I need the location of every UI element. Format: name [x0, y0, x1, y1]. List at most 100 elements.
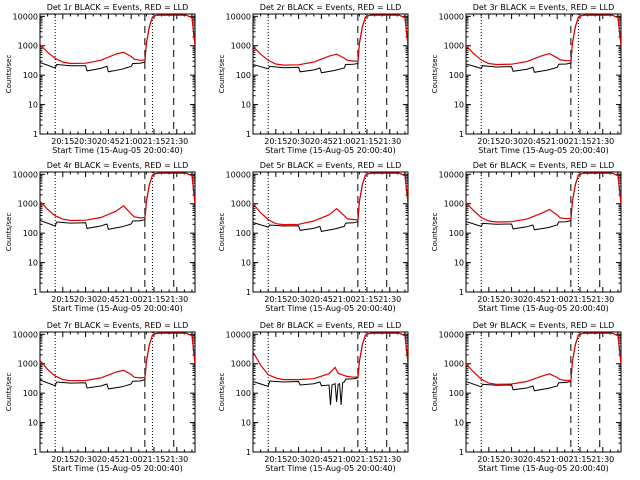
y-axis-label: Counts/sec: [218, 55, 226, 94]
x-tick-label: 21:30: [591, 137, 614, 146]
x-tick-label: 20:45: [310, 137, 333, 146]
plot-frame: [39, 13, 196, 135]
x-tick-label: 21:30: [591, 455, 614, 464]
panel-title: Det 2r BLACK = Events, RED = LLD: [260, 3, 402, 12]
y-tick-label: 1: [246, 130, 251, 139]
lld-series-line: [253, 14, 408, 66]
y-tick-label: 10000: [13, 330, 38, 339]
y-tick-label: 1000: [231, 42, 251, 51]
x-tick-label: 21:00: [546, 137, 569, 146]
y-tick-label: 10000: [226, 170, 251, 179]
y-tick-label: 1000: [444, 200, 464, 209]
x-tick-label: 20:45: [310, 295, 333, 304]
plot-frame: [252, 171, 409, 293]
x-tick-label: 21:15: [142, 455, 165, 464]
y-axis-label: Counts/sec: [431, 373, 439, 412]
y-tick-label: 1: [459, 288, 464, 297]
x-tick-label: 21:30: [591, 295, 614, 304]
x-tick-label: 21:00: [120, 295, 143, 304]
y-axis-label: Counts/sec: [431, 55, 439, 94]
x-tick-label: 21:00: [120, 137, 143, 146]
x-tick-label: 21:15: [568, 455, 591, 464]
x-tick-label: 20:30: [500, 455, 523, 464]
plot-frame: [39, 171, 196, 293]
det-7r-panel: Det 7r BLACK = Events, RED = LLD 1 10 100 10…: [5, 321, 196, 473]
y-tick-label: 10000: [439, 12, 464, 21]
panel-title: Det 1r BLACK = Events, RED = LLD: [47, 3, 189, 12]
lld-series-line: [466, 14, 621, 66]
panel-title: Det 5r BLACK = Events, RED = LLD: [260, 161, 402, 170]
y-tick-label: 10: [241, 419, 251, 428]
x-axis-label: Start Time (15-Aug-05 20:00:40): [478, 146, 609, 155]
plot-frame: [252, 13, 409, 135]
x-axis-label: Start Time (15-Aug-05 20:00:40): [52, 146, 183, 155]
x-tick-label: 21:30: [378, 455, 401, 464]
y-tick-label: 1: [459, 448, 464, 457]
x-tick-label: 20:15: [477, 455, 500, 464]
x-tick-label: 20:30: [287, 295, 310, 304]
y-tick-label: 1: [246, 288, 251, 297]
x-tick-label: 20:30: [500, 295, 523, 304]
x-tick-label: 20:45: [310, 455, 333, 464]
det-4r-panel: Det 4r BLACK = Events, RED = LLD 1 10 100 10…: [5, 161, 196, 313]
x-tick-label: 21:30: [378, 295, 401, 304]
y-tick-label: 100: [449, 229, 464, 238]
det-8r-panel: Det 8r BLACK = Events, RED = LLD 1 10 100 10…: [218, 321, 409, 473]
panel-title: Det 7r BLACK = Events, RED = LLD: [47, 321, 189, 330]
y-axis-label: Counts/sec: [218, 373, 226, 412]
x-tick-label: 21:30: [165, 295, 188, 304]
x-tick-label: 21:00: [546, 295, 569, 304]
y-tick-label: 10: [241, 101, 251, 110]
y-tick-label: 10: [454, 259, 464, 268]
panel-title: Det 9r BLACK = Events, RED = LLD: [473, 321, 615, 330]
lld-series-line: [40, 172, 195, 222]
x-axis-label: Start Time (15-Aug-05 20:00:40): [478, 464, 609, 473]
x-tick-label: 20:15: [264, 295, 287, 304]
x-tick-label: 20:30: [287, 455, 310, 464]
panel-title: Det 8r BLACK = Events, RED = LLD: [260, 321, 402, 330]
x-tick-label: 21:00: [333, 455, 356, 464]
x-tick-label: 20:15: [51, 295, 74, 304]
x-tick-label: 20:30: [500, 137, 523, 146]
y-tick-label: 10: [241, 259, 251, 268]
x-tick-label: 21:00: [333, 295, 356, 304]
y-tick-label: 10000: [13, 12, 38, 21]
det-1r-panel: Det 1r BLACK = Events, RED = LLD 1 10 100 10…: [5, 3, 196, 155]
y-tick-label: 10: [28, 101, 38, 110]
x-tick-label: 21:00: [546, 455, 569, 464]
y-tick-label: 100: [449, 71, 464, 80]
x-tick-label: 20:15: [477, 295, 500, 304]
y-tick-label: 10: [454, 101, 464, 110]
det-5r-panel: Det 5r BLACK = Events, RED = LLD 1 10 100 10…: [218, 161, 409, 313]
x-tick-label: 20:45: [523, 137, 546, 146]
x-tick-label: 20:15: [264, 137, 287, 146]
x-tick-label: 20:15: [477, 137, 500, 146]
lld-series-line: [40, 332, 195, 382]
y-tick-label: 10: [28, 259, 38, 268]
y-tick-label: 100: [236, 229, 251, 238]
y-tick-label: 1: [33, 448, 38, 457]
x-tick-label: 20:15: [51, 137, 74, 146]
x-tick-label: 20:15: [51, 455, 74, 464]
x-tick-label: 21:30: [165, 455, 188, 464]
det-9r-panel: Det 9r BLACK = Events, RED = LLD 1 10 100 10…: [431, 321, 622, 473]
det-2r-panel: Det 2r BLACK = Events, RED = LLD 1 10 100 10…: [218, 3, 409, 155]
y-tick-label: 1000: [231, 200, 251, 209]
x-tick-label: 21:00: [333, 137, 356, 146]
x-tick-label: 20:45: [97, 137, 120, 146]
plot-frame: [465, 13, 622, 135]
y-tick-label: 1: [246, 448, 251, 457]
plot-frame: [465, 331, 622, 453]
det-3r-panel: Det 3r BLACK = Events, RED = LLD 1 10 100 10…: [431, 3, 622, 155]
x-tick-label: 20:30: [74, 137, 97, 146]
y-tick-label: 1000: [444, 42, 464, 51]
x-tick-label: 20:45: [523, 295, 546, 304]
x-tick-label: 21:15: [355, 455, 378, 464]
lld-series-line: [466, 332, 621, 385]
events-series-line: [253, 332, 408, 405]
y-tick-label: 10000: [226, 330, 251, 339]
y-tick-label: 100: [23, 229, 38, 238]
x-tick-label: 20:45: [97, 295, 120, 304]
y-tick-label: 1000: [231, 360, 251, 369]
